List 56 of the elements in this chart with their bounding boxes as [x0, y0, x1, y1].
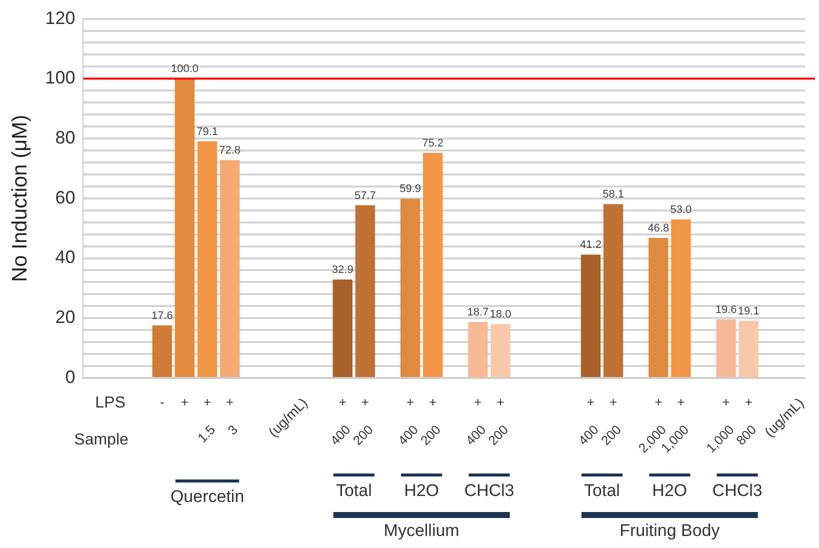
text: CHCl3 [464, 481, 514, 500]
bar [422, 152, 443, 377]
y-axis-title: No Induction (μM) [8, 114, 32, 282]
data-label: 57.7 [354, 190, 376, 202]
data-label: 100.0 [170, 63, 198, 76]
data-label: 79.1 [196, 126, 218, 138]
bar [468, 322, 488, 377]
text: Total [584, 481, 620, 500]
text: H2O [404, 481, 440, 500]
bar [738, 320, 758, 377]
data-label: 59.9 [400, 183, 421, 196]
bar [152, 325, 172, 377]
bar [603, 204, 624, 377]
bar [716, 319, 736, 377]
x-tick-label: + 800 [733, 394, 760, 448]
data-label: 17.6 [151, 310, 173, 322]
bar [332, 280, 352, 377]
text: Sample [74, 431, 129, 448]
bar [580, 254, 601, 377]
data-label: 19.6 [715, 304, 737, 316]
bar [220, 160, 240, 377]
y-tick-label: 0 [65, 366, 76, 387]
bar [671, 219, 691, 377]
bar [490, 324, 510, 377]
text: Total [336, 481, 372, 500]
data-label: 58.1 [602, 188, 624, 201]
data-label: 41.2 [580, 239, 602, 252]
bar [174, 78, 195, 377]
text: Fruiting Body [620, 521, 720, 540]
bar [400, 198, 420, 377]
y-tick-label: 20 [55, 307, 76, 328]
text: Mycellium [384, 521, 460, 540]
y-tick-label: 40 [55, 247, 76, 268]
data-label: 75.2 [422, 137, 444, 150]
x-tick-label: - [160, 394, 164, 410]
data-label: 53.0 [670, 204, 692, 216]
x-tick-label: + [180, 394, 189, 410]
text: LPS [95, 394, 126, 412]
data-label: 19.1 [738, 305, 760, 318]
text: CHCl3 [712, 481, 762, 500]
data-label: 46.8 [648, 222, 670, 234]
y-tick-label: 60 [55, 187, 76, 208]
text: H2O [652, 481, 688, 500]
bar [648, 238, 668, 377]
text: Quercetin [170, 487, 244, 506]
data-label: 72.8 [219, 144, 241, 157]
y-tick-label: 100 [45, 68, 76, 88]
y-tick-label: 80 [55, 128, 76, 148]
data-label: 18.0 [490, 308, 512, 321]
bar [355, 205, 376, 377]
x-tick-label: + 3 [224, 394, 240, 438]
x-tick-label: + 1.5 [194, 394, 218, 446]
bar [197, 141, 218, 377]
data-label: 32.9 [332, 264, 354, 276]
data-label: 18.7 [467, 306, 489, 319]
y-tick-label: 120 [45, 8, 76, 28]
